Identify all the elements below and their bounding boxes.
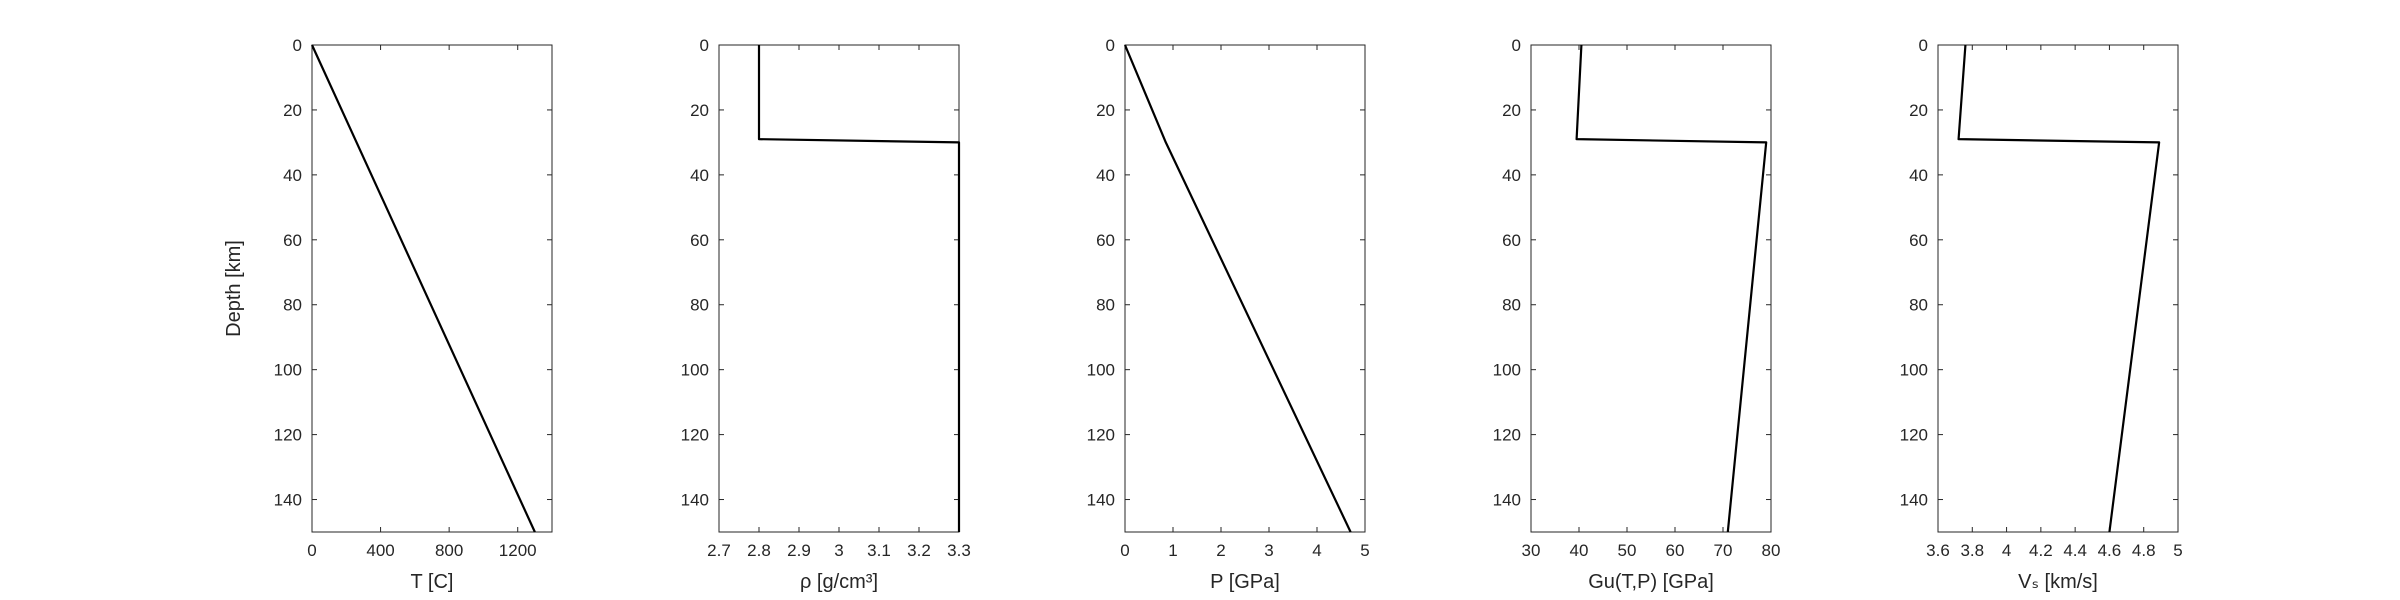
x-tick-label: 3 — [834, 541, 843, 560]
x-tick-label: 4 — [1312, 541, 1321, 560]
y-tick-label: 100 — [1900, 361, 1928, 380]
x-tick-label: 4 — [2002, 541, 2011, 560]
y-tick-label: 80 — [1909, 296, 1928, 315]
y-tick-label: 20 — [1502, 101, 1521, 120]
profile-line — [1957, 44, 2161, 533]
y-tick-label: 80 — [1502, 296, 1521, 315]
plot-frame — [1124, 44, 1366, 533]
y-tick-label: 80 — [283, 296, 302, 315]
y-tick-label: 120 — [1493, 426, 1521, 445]
panel-5: 3.6 3.8 4 4.2 4.4 4.6 4.8 5 0 20 40 60 80 100 120 140 Vₛ… — [1900, 36, 2183, 593]
y-tick-label: 60 — [1096, 231, 1115, 250]
x-tick-label: 800 — [435, 541, 463, 560]
x-axis-label: ρ [g/cm³] — [800, 571, 878, 593]
x-axis-label: T [C] — [411, 571, 454, 593]
plot-frame — [718, 44, 960, 533]
y-tick-label: 140 — [681, 491, 709, 510]
y-tick-label: 100 — [1087, 361, 1115, 380]
y-tick-label: 60 — [283, 231, 302, 250]
x-tick-label: 0 — [307, 541, 316, 560]
y-tick-label: 140 — [274, 491, 302, 510]
y-tick-label: 40 — [283, 166, 302, 185]
y-tick-label: 120 — [1900, 426, 1928, 445]
panel-2: 2.7 2.8 2.9 3 3.1 3.2 3.3 0 20 40 60 80 100 120 140 ρ [… — [681, 36, 971, 593]
plot-frame — [1937, 44, 2179, 533]
x-tick-label: 400 — [366, 541, 394, 560]
x-tick-label: 3.3 — [947, 541, 971, 560]
x-tick-label: 1200 — [499, 541, 537, 560]
x-axis-label: Vₛ [km/s] — [2018, 571, 2098, 593]
y-tick-label: 100 — [274, 361, 302, 380]
x-tick-label: 3.2 — [907, 541, 931, 560]
x-tick-label: 0 — [1120, 541, 1129, 560]
y-tick-label: 0 — [1106, 36, 1115, 55]
y-tick-label: 40 — [690, 166, 709, 185]
x-tick-label: 2 — [1216, 541, 1225, 560]
y-tick-label: 120 — [1087, 426, 1115, 445]
y-tick-label: 0 — [700, 36, 709, 55]
x-tick-label: 30 — [1522, 541, 1541, 560]
x-tick-label: 80 — [1762, 541, 1781, 560]
x-axis-label: P [GPa] — [1210, 571, 1280, 593]
x-tick-label: 1 — [1168, 541, 1177, 560]
y-tick-label: 60 — [1909, 231, 1928, 250]
y-tick-label: 80 — [1096, 296, 1115, 315]
plot-frame — [1530, 44, 1772, 533]
x-tick-label: 3.6 — [1926, 541, 1950, 560]
x-tick-label: 5 — [2173, 541, 2182, 560]
profile-line — [757, 45, 961, 532]
x-tick-label: 2.7 — [707, 541, 731, 560]
x-axis-label: Gu(T,P) [GPa] — [1588, 571, 1714, 593]
profile-line — [1123, 44, 1352, 533]
x-tick-label: 4.2 — [2029, 541, 2053, 560]
y-tick-label: 120 — [681, 426, 709, 445]
y-tick-label: 60 — [1502, 231, 1521, 250]
x-tick-label: 3.8 — [1960, 541, 1984, 560]
y-tick-label: 60 — [690, 231, 709, 250]
y-tick-label: 40 — [1502, 166, 1521, 185]
y-tick-label: 0 — [1919, 36, 1928, 55]
y-tick-label: 20 — [1909, 101, 1928, 120]
panel-3: 0 1 2 3 4 5 0 20 40 60 80 100 120 140 P [GPa] — [1087, 36, 1370, 593]
x-tick-label: 50 — [1618, 541, 1637, 560]
y-tick-label: 140 — [1087, 491, 1115, 510]
y-tick-label: 20 — [1096, 101, 1115, 120]
x-tick-label: 2.9 — [787, 541, 811, 560]
y-tick-label: 140 — [1900, 491, 1928, 510]
y-tick-label: 100 — [1493, 361, 1521, 380]
y-tick-label: 100 — [681, 361, 709, 380]
y-tick-label: 80 — [690, 296, 709, 315]
x-tick-label: 5 — [1360, 541, 1369, 560]
y-tick-label: 120 — [274, 426, 302, 445]
x-tick-label: 2.8 — [747, 541, 771, 560]
x-tick-label: 70 — [1714, 541, 1733, 560]
y-tick-label: 20 — [690, 101, 709, 120]
profile-line — [310, 44, 536, 533]
plot-frame — [311, 44, 553, 533]
x-tick-label: 40 — [1570, 541, 1589, 560]
y-axis-label: Depth [km] — [223, 240, 245, 337]
y-tick-label: 40 — [1096, 166, 1115, 185]
x-tick-label: 4.8 — [2132, 541, 2156, 560]
x-tick-label: 60 — [1666, 541, 1685, 560]
y-tick-label: 0 — [293, 36, 302, 55]
y-tick-label: 0 — [1512, 36, 1521, 55]
profile-line — [1575, 44, 1768, 533]
x-tick-label: 3.1 — [867, 541, 891, 560]
panel-4: 30 40 50 60 70 80 0 20 40 60 80 100 120 140 Gu(T,P) [G… — [1493, 36, 1781, 593]
y-tick-label: 20 — [283, 101, 302, 120]
x-tick-label: 3 — [1264, 541, 1273, 560]
x-tick-label: 4.4 — [2063, 541, 2087, 560]
y-tick-label: 140 — [1493, 491, 1521, 510]
y-tick-label: 40 — [1909, 166, 1928, 185]
panel-1: 0 400 800 1200 0 20 40 60 80 100 120 140 T [C] Depth … — [223, 36, 553, 593]
x-tick-label: 4.6 — [2098, 541, 2122, 560]
